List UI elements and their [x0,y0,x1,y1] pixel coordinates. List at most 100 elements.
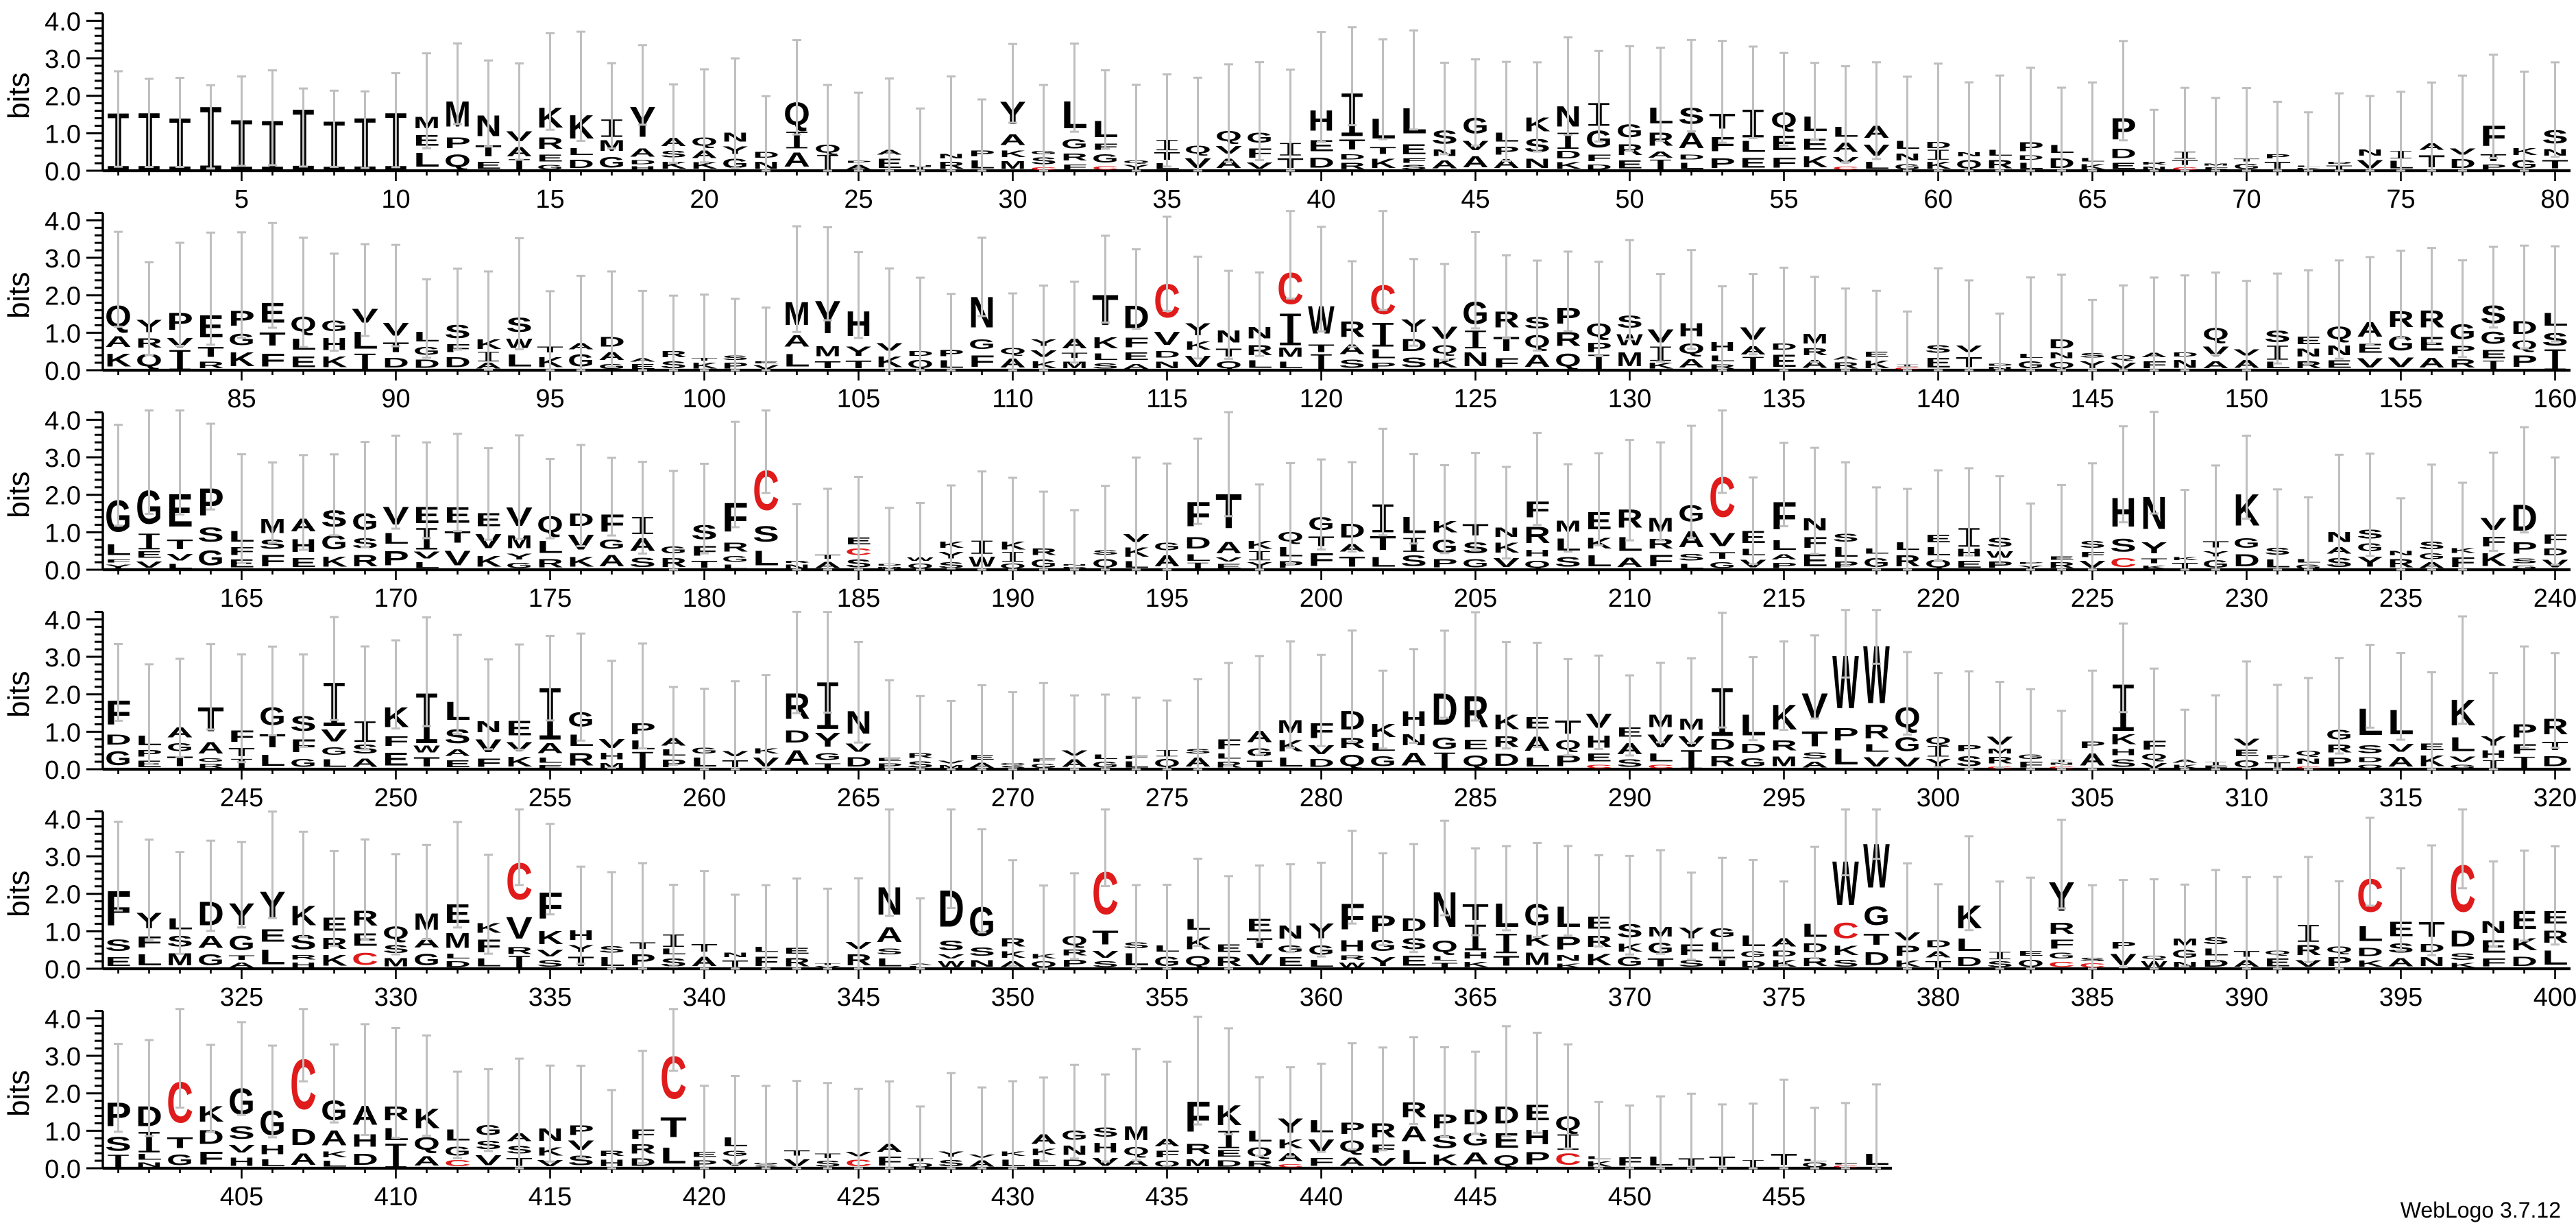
svg-text:Y: Y [2141,539,2167,557]
svg-text:G: G [1462,557,1489,570]
svg-text:180: 180 [683,584,726,613]
svg-text:20: 20 [690,185,718,214]
svg-text:Q: Q [1524,559,1551,570]
svg-text:T: T [228,954,255,961]
svg-text:D: D [1585,163,1612,171]
svg-text:E: E [1400,953,1427,969]
svg-text:S: S [197,523,224,546]
svg-text:T: T [1308,342,1335,354]
svg-text:K: K [1555,963,1581,969]
svg-text:D: D [1308,154,1335,171]
svg-text:15: 15 [535,185,564,214]
svg-text:K: K [568,554,594,570]
svg-text:F: F [105,558,132,564]
svg-text:395: 395 [2379,983,2422,1012]
svg-text:K: K [2141,565,2167,570]
svg-text:A: A [1400,749,1427,770]
svg-text:Q: Q [1215,359,1242,370]
svg-text:D: D [1154,349,1180,359]
svg-text:M: M [999,160,1026,171]
svg-text:G: G [413,951,440,969]
svg-text:R: R [197,762,224,769]
svg-text:S: S [228,1122,255,1143]
svg-text:L: L [1184,552,1211,563]
svg-text:G: G [1616,954,1643,969]
svg-text:R: R [722,541,749,555]
svg-text:S: S [537,958,563,969]
svg-text:T: T [814,359,841,371]
svg-text:S: S [1832,958,1859,969]
svg-text:1.0: 1.0 [45,718,81,747]
svg-text:L: L [136,1152,162,1161]
svg-text:K: K [999,149,1026,160]
svg-text:270: 270 [991,784,1034,812]
svg-text:T: T [1339,136,1365,153]
svg-text:G: G [1740,756,1766,769]
svg-text:D: D [2110,146,2137,161]
svg-text:S: S [1092,362,1119,370]
svg-text:L: L [1832,744,1859,769]
svg-text:410: 410 [374,1183,417,1211]
svg-text:F: F [1308,549,1335,570]
svg-text:K: K [1092,334,1119,352]
svg-text:L: L [105,542,132,559]
svg-text:D: D [2357,756,2383,763]
svg-text:340: 340 [683,983,726,1012]
svg-text:T: T [1801,727,1828,751]
svg-text:L: L [321,757,348,769]
svg-text:P: P [382,547,409,570]
svg-text:T: T [1647,956,1674,969]
svg-text:L: L [1400,1146,1427,1168]
svg-text:G: G [1431,734,1458,753]
svg-text:A: A [1123,363,1150,371]
svg-text:R: R [197,360,224,370]
svg-text:D: D [1184,533,1211,552]
svg-text:V: V [506,911,533,946]
svg-text:G: G [537,163,563,171]
svg-text:E: E [259,926,286,946]
svg-text:E: E [1215,563,1242,570]
svg-text:1.0: 1.0 [45,319,81,348]
svg-text:F: F [382,733,409,749]
svg-text:C: C [1832,919,1859,943]
svg-text:1.0: 1.0 [45,519,81,548]
svg-text:V: V [1709,529,1736,551]
svg-text:A: A [1339,1155,1365,1168]
svg-text:285: 285 [1454,784,1497,812]
svg-text:P: P [2511,539,2538,557]
svg-text:C: C [1092,165,1119,171]
svg-text:D: D [413,357,440,370]
svg-text:V: V [1092,949,1119,960]
svg-text:D: D [2542,753,2568,769]
svg-text:F: F [1647,552,1674,570]
svg-text:F: F [1493,355,1520,370]
svg-text:D: D [1709,736,1736,753]
svg-text:L: L [722,564,749,570]
svg-text:V: V [1154,328,1180,349]
svg-text:G: G [2511,565,2538,570]
svg-text:S: S [753,522,779,546]
svg-text:D: D [1061,1158,1088,1168]
svg-text:V: V [475,1152,502,1168]
svg-text:375: 375 [1762,983,1806,1012]
svg-text:0.0: 0.0 [45,357,81,386]
svg-text:4.0: 4.0 [45,407,81,435]
svg-text:C: C [444,1159,471,1169]
svg-text:170: 170 [374,584,417,613]
svg-text:4.0: 4.0 [45,806,81,834]
svg-text:245: 245 [220,784,263,812]
svg-text:60: 60 [1923,185,1952,214]
svg-text:4.0: 4.0 [45,1005,81,1034]
svg-text:325: 325 [220,983,263,1012]
svg-text:R: R [290,954,317,961]
svg-text:G: G [197,952,224,969]
svg-text:L: L [506,351,533,370]
svg-text:C: C [1832,166,1859,171]
svg-text:A: A [2418,354,2445,370]
svg-text:W: W [1339,961,1366,969]
svg-text:F: F [2048,937,2075,952]
svg-text:70: 70 [2232,185,2261,214]
svg-text:H: H [259,1142,286,1157]
svg-text:V: V [1215,557,1242,563]
svg-text:Q: Q [1184,954,1211,969]
